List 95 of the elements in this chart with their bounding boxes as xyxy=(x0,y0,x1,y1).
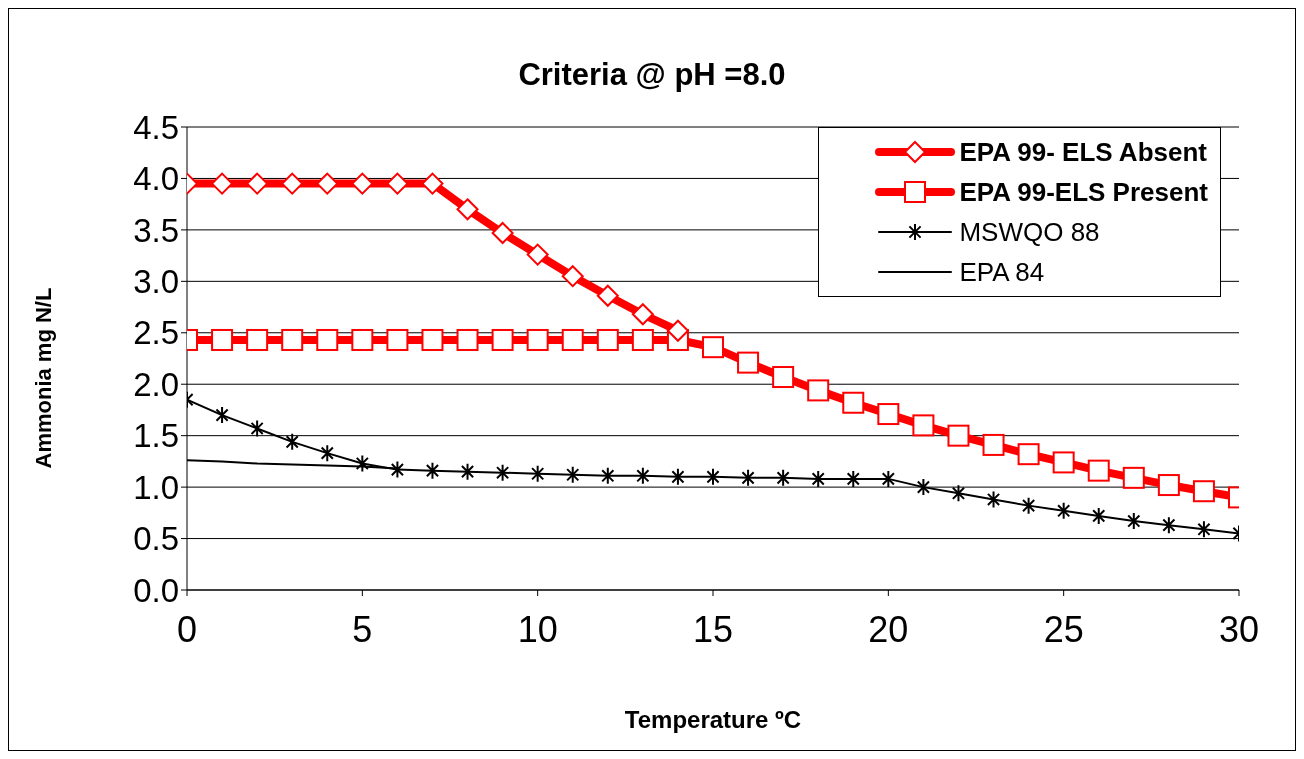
point xyxy=(772,366,795,389)
point xyxy=(881,469,895,488)
x-tick-label: 10 xyxy=(517,608,558,650)
point xyxy=(666,319,689,342)
point xyxy=(316,328,339,351)
y-tick-label: 1.5 xyxy=(133,417,179,455)
point xyxy=(1087,459,1110,482)
point xyxy=(702,336,724,359)
legend-label: EPA 84 xyxy=(959,256,1045,288)
x-tick-label: 0 xyxy=(176,608,198,650)
point xyxy=(386,328,409,351)
point xyxy=(1162,516,1176,535)
legend-label: MSWQO 88 xyxy=(959,216,1100,248)
point xyxy=(1057,501,1071,520)
point xyxy=(561,265,584,288)
point xyxy=(491,328,514,351)
point xyxy=(386,172,409,195)
point xyxy=(776,468,790,487)
legend-label: EPA 99- ELS Absent xyxy=(959,136,1207,168)
point xyxy=(1192,480,1215,503)
point xyxy=(1092,506,1106,525)
point xyxy=(1017,443,1040,466)
x-tick-label: 5 xyxy=(352,608,373,650)
y-axis-title: Ammonia mg N/L xyxy=(30,287,56,469)
point xyxy=(807,379,830,402)
point xyxy=(351,328,374,351)
point xyxy=(390,460,404,479)
point xyxy=(285,432,299,451)
point xyxy=(566,465,580,484)
point xyxy=(246,328,269,351)
point xyxy=(250,419,264,438)
x-tick-label: 25 xyxy=(1043,608,1084,650)
point xyxy=(281,328,304,351)
point xyxy=(916,478,930,497)
point xyxy=(636,466,650,485)
point xyxy=(456,198,479,221)
point xyxy=(526,243,549,266)
y-tick-label: 2.5 xyxy=(133,314,179,352)
point xyxy=(982,433,1005,456)
legend-label: EPA 99-ELS Present xyxy=(959,176,1208,208)
point xyxy=(531,464,545,483)
point xyxy=(496,463,510,482)
point xyxy=(671,467,685,486)
point xyxy=(421,172,444,195)
point xyxy=(215,406,229,425)
point xyxy=(355,454,369,473)
point xyxy=(351,172,374,195)
point xyxy=(601,466,615,485)
point xyxy=(281,172,304,195)
y-tick-label: 0.5 xyxy=(133,520,179,558)
point xyxy=(421,328,444,351)
point xyxy=(246,172,269,195)
y-tick-label: 3.0 xyxy=(133,263,179,301)
point xyxy=(1122,466,1145,489)
point xyxy=(811,469,825,488)
point xyxy=(211,172,234,195)
point xyxy=(491,221,514,244)
point xyxy=(526,328,549,351)
point xyxy=(316,172,339,195)
point xyxy=(951,484,966,503)
point xyxy=(986,490,1001,509)
x-tick-label: 30 xyxy=(1218,608,1260,650)
x-tick-label: 15 xyxy=(692,608,734,650)
point xyxy=(596,284,619,307)
point xyxy=(947,424,970,447)
point xyxy=(631,328,654,351)
point xyxy=(1197,520,1211,539)
point xyxy=(1052,451,1075,474)
point xyxy=(1157,474,1180,497)
point xyxy=(596,328,619,351)
point xyxy=(877,403,900,426)
point xyxy=(912,414,935,437)
y-tick-label: 0.0 xyxy=(133,571,179,609)
point xyxy=(211,328,234,351)
y-tick-label: 2.0 xyxy=(133,365,179,403)
point xyxy=(1127,512,1141,531)
point xyxy=(846,469,860,488)
point xyxy=(631,303,654,326)
x-axis-title: Temperature ºC xyxy=(624,706,802,733)
point xyxy=(1022,496,1036,515)
y-tick-label: 1.0 xyxy=(133,468,179,506)
point xyxy=(456,328,479,351)
y-tick-label: 4.0 xyxy=(133,160,179,198)
point xyxy=(842,391,865,414)
point xyxy=(741,468,755,487)
chart-title: Criteria @ pH =8.0 xyxy=(517,57,787,93)
point xyxy=(706,467,720,486)
point xyxy=(425,461,440,480)
x-tick-label: 20 xyxy=(868,608,909,650)
point xyxy=(561,328,584,351)
y-tick-label: 3.5 xyxy=(133,211,179,249)
point xyxy=(320,444,334,463)
y-tick-label: 4.5 xyxy=(133,108,179,146)
point xyxy=(737,351,760,374)
point xyxy=(460,462,475,481)
